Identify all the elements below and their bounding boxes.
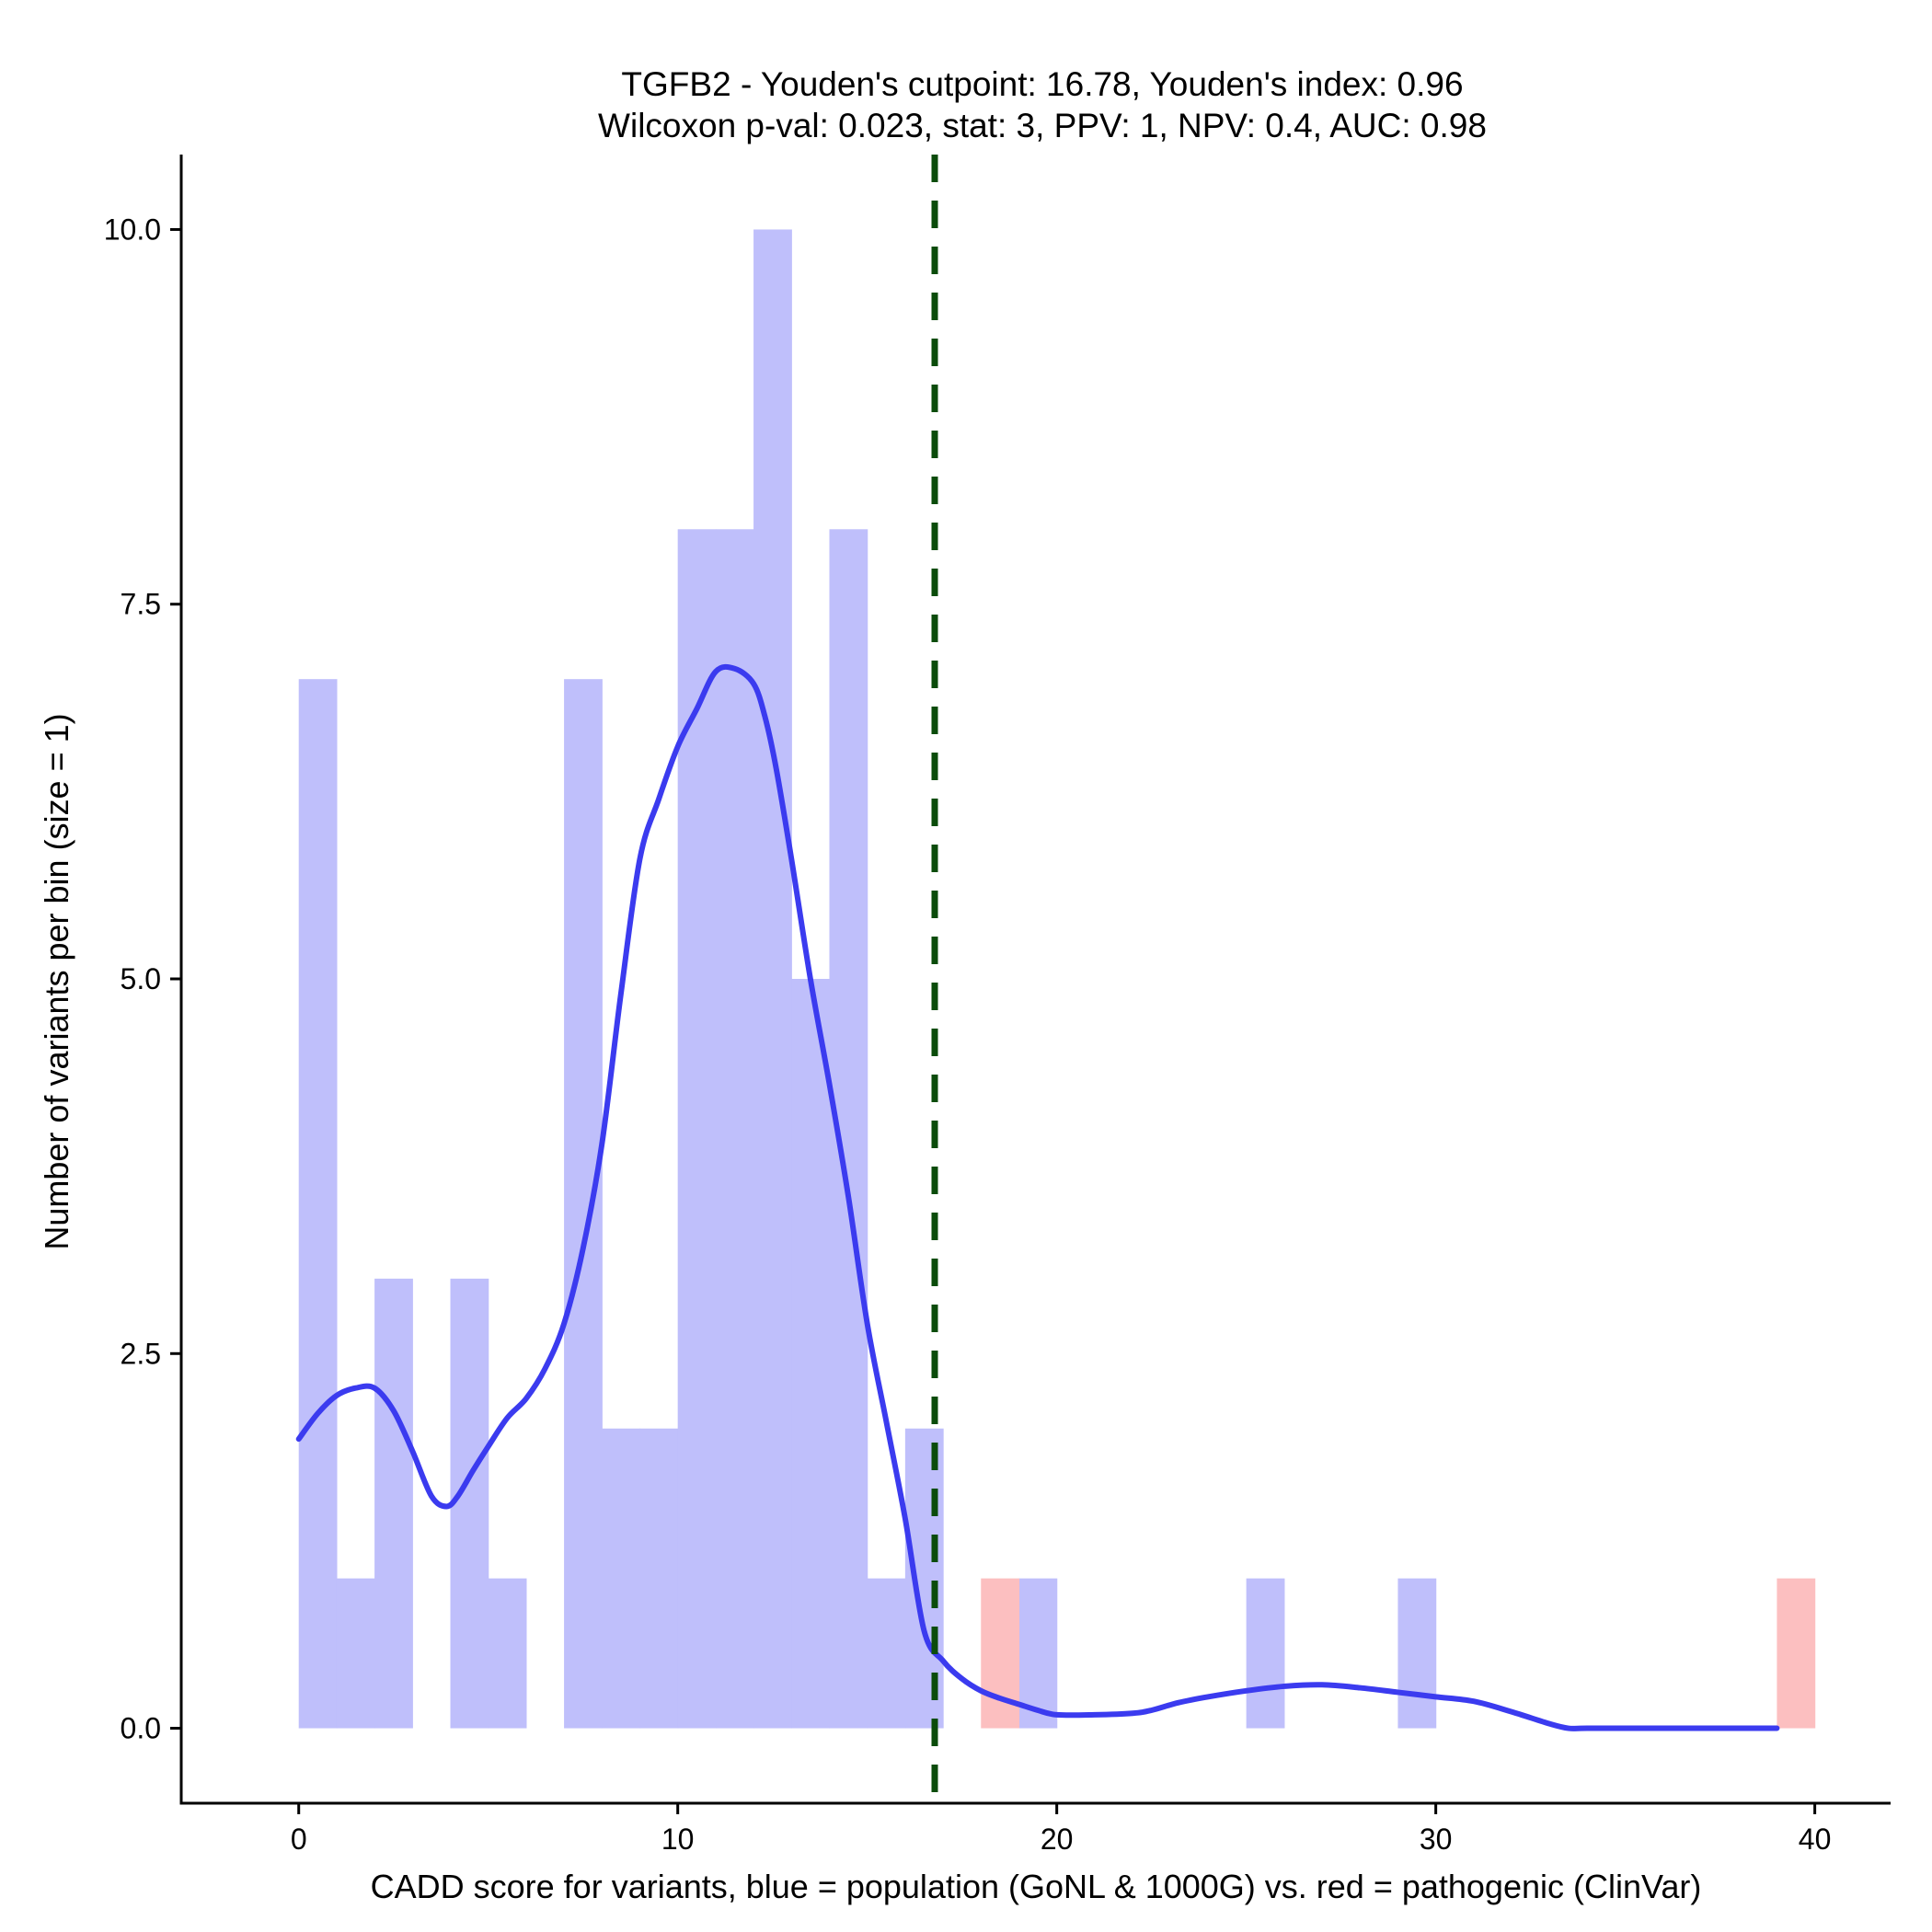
- population-bar-12: [753, 229, 792, 1729]
- x-tick-label: 20: [1041, 1823, 1074, 1856]
- chart-subtitle: Wilcoxon p-val: 0.023, stat: 3, PPV: 1, …: [598, 107, 1487, 144]
- density-curve: [295, 663, 1780, 1731]
- pathogenic-bar-39: [1777, 1578, 1816, 1729]
- population-bars: [298, 229, 1437, 1729]
- y-axis-ticks: 0.0 2.5 5.0 7.5 10.0: [104, 213, 181, 1745]
- y-tick-label: 10.0: [104, 213, 161, 246]
- population-bar-19: [1018, 1578, 1058, 1729]
- population-bar-1: [336, 1578, 375, 1729]
- population-bar-15: [867, 1578, 906, 1729]
- x-tick-label: 0: [291, 1823, 307, 1856]
- x-axis-title: CADD score for variants, blue = populati…: [371, 1868, 1702, 1905]
- y-tick-label: 0.0: [121, 1712, 161, 1745]
- population-bar-9: [639, 1428, 679, 1729]
- y-axis-title: Number of variants per bin (size = 1): [38, 713, 75, 1249]
- x-axis-ticks: 0 10 20 30 40: [291, 1803, 1832, 1856]
- population-bar-5: [488, 1578, 527, 1729]
- population-bar-29: [1397, 1578, 1437, 1729]
- population-bar-8: [602, 1428, 641, 1729]
- population-bar-13: [791, 979, 831, 1729]
- pathogenic-bar-18: [981, 1578, 1020, 1729]
- x-tick-label: 10: [661, 1823, 695, 1856]
- y-tick-label: 2.5: [121, 1337, 161, 1370]
- population-bar-11: [715, 529, 754, 1729]
- population-bar-0: [298, 679, 338, 1729]
- x-tick-label: 40: [1799, 1823, 1832, 1856]
- x-tick-label: 30: [1420, 1823, 1453, 1856]
- population-bar-2: [374, 1278, 413, 1729]
- population-bar-4: [450, 1278, 489, 1729]
- chart-title: TGFB2 - Youden's cutpoint: 16.78, Youden…: [621, 65, 1463, 103]
- population-bar-25: [1246, 1578, 1285, 1729]
- population-bar-7: [564, 679, 603, 1729]
- y-tick-label: 5.0: [121, 962, 161, 995]
- y-tick-label: 7.5: [121, 588, 161, 621]
